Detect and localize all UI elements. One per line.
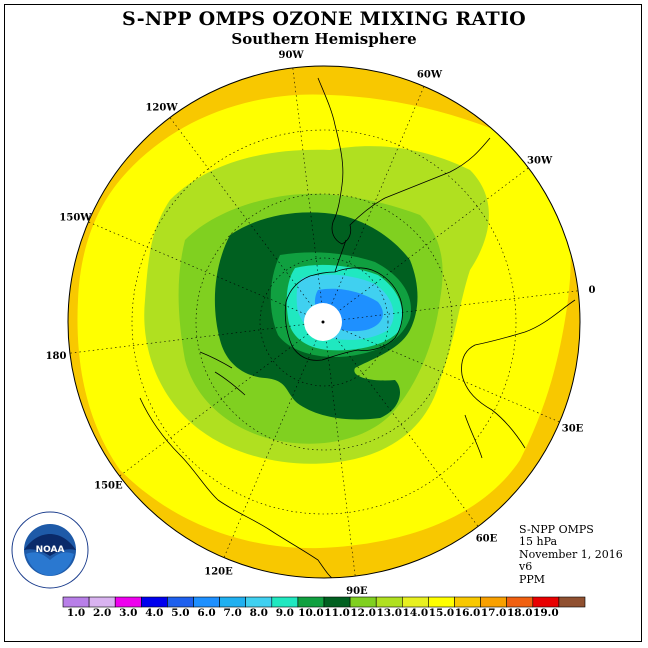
colorbar-swatch (558, 596, 586, 608)
colorbar-swatch (88, 596, 116, 608)
colorbar-swatch (219, 596, 247, 608)
colorbar-tick-label: 3.0 (119, 607, 138, 619)
graticule (69, 67, 579, 577)
longitude-label: 90W (279, 50, 305, 61)
ozone-field (68, 66, 580, 578)
meridian-line (339, 167, 529, 311)
colorbar-swatch (114, 596, 142, 608)
meridian-line (119, 333, 309, 477)
meridian-line (326, 341, 356, 577)
colorbar-tick-label: 12.0 (350, 607, 376, 619)
colorbar-swatch (245, 596, 273, 608)
map-subtitle: Southern Hemisphere (231, 30, 417, 48)
figure-frame (4, 4, 642, 642)
coast-antarctica (284, 267, 403, 361)
colorbar-swatch (323, 596, 351, 608)
meridian-line (331, 86, 425, 304)
coast-antarctic-peninsula (334, 239, 347, 273)
colorbar-swatch (454, 596, 481, 608)
colorbar-tick-label: 9.0 (275, 607, 294, 619)
coast-south-america (317, 77, 491, 245)
observation-date: November 1, 2016 (519, 547, 623, 561)
logo-text: NOAA (36, 545, 65, 555)
info-block: S-NPP OMPS 15 hPa November 1, 2016 v6 PP… (519, 523, 623, 586)
colorbar-tick-label: 5.0 (171, 607, 190, 619)
colorbar-tick-label: 2.0 (93, 607, 112, 619)
colorbar-tick-label: 6.0 (197, 607, 216, 619)
pressure-level: 15 hPa (519, 535, 558, 549)
colorbar-tick-label: 13.0 (376, 607, 403, 619)
coast-australia (139, 397, 336, 578)
coast-new-zealand (199, 351, 246, 396)
noaa-logo: NOAA (11, 511, 89, 589)
longitude-label: 0 (589, 285, 596, 296)
meridian-line (343, 290, 579, 320)
longitude-label: 60E (476, 534, 498, 545)
data-version: v6 (519, 560, 533, 574)
map-boundary (67, 65, 581, 579)
coast-madagascar (464, 414, 483, 459)
longitude-label: 30E (562, 423, 584, 434)
longitude-label: 90E (346, 586, 368, 597)
meridian-line (69, 324, 305, 354)
colorbar-swatch (193, 596, 220, 608)
colorbar-labels: 1.0 2.0 3.0 4.0 5.0 6.0 7.0 8.0 9.0 10.0 11.0 12.0 1… (0, 607, 648, 621)
colorbar-tick-label: 15.0 (428, 607, 455, 619)
longitude-label: 30W (527, 156, 553, 167)
latitude-circle (259, 257, 389, 387)
longitude-label: 150W (59, 213, 92, 224)
longitude-label: 60W (417, 69, 443, 80)
colorbar-swatch (141, 596, 168, 608)
latitude-circle (131, 129, 517, 515)
colorbar-tick-label: 8.0 (249, 607, 268, 619)
colorbar-swatch (375, 596, 403, 608)
coast-africa (461, 299, 576, 449)
meridian-line (88, 221, 306, 315)
colorbar-tick-label: 19.0 (533, 607, 559, 619)
colorbar-swatch (506, 596, 534, 608)
colorbar-swatch (167, 596, 194, 608)
colorbar-swatch (297, 596, 325, 608)
colorbar-tick-label: 14.0 (402, 607, 429, 619)
colorbar-swatch (62, 596, 90, 608)
meridian-line (169, 117, 313, 307)
colorbar-swatch (349, 596, 377, 608)
colorbar-swatch (428, 596, 455, 608)
colorbar-tick-label: 1.0 (66, 607, 86, 619)
colorbar-tick-label: 7.0 (223, 607, 242, 619)
longitude-label: 180 (46, 351, 67, 362)
longitude-label: 150E (94, 480, 123, 491)
meridian-line (335, 337, 479, 527)
longitude-label: 120E (204, 567, 233, 578)
colorbar-swatch (532, 596, 560, 608)
colorbar-swatch (480, 596, 508, 608)
colorbar-tick-label: 18.0 (506, 607, 533, 619)
colorbar-tick-label: 10.0 (298, 607, 324, 619)
units: PPM (519, 572, 546, 586)
colorbar-swatch (271, 596, 299, 608)
colorbar-swatch (401, 596, 429, 608)
latitude-circle (195, 193, 453, 451)
colorbar-tick-label: 16.0 (454, 607, 481, 619)
meridian-line (342, 329, 560, 423)
colorbar-tick-label: 11.0 (324, 607, 350, 619)
longitude-labels: 90W 60W 30W 0 30E 60E 90E 120E 150E 180 150W 120W (46, 50, 596, 597)
colorbar-tick-label: 17.0 (480, 607, 507, 619)
map-title: S-NPP OMPS OZONE MIXING RATIO (121, 8, 527, 30)
coastlines (139, 77, 576, 578)
south-pole-marker (321, 320, 325, 324)
colorbar (62, 596, 586, 608)
meridian-line (292, 67, 322, 303)
meridian-line (223, 340, 317, 558)
colorbar-tick-label: 4.0 (145, 607, 164, 619)
instrument-name: S-NPP OMPS (519, 523, 594, 536)
longitude-label: 120W (145, 102, 178, 113)
